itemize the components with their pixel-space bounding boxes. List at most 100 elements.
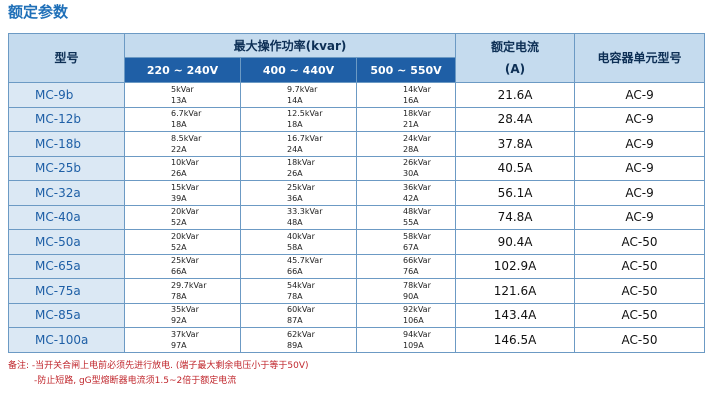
power-cell: 5kVar 13A [124, 82, 241, 108]
power-kvar: 40kVar [287, 231, 315, 241]
power-kvar: 54kVar [287, 280, 315, 290]
power-current: 26A [171, 169, 187, 179]
unit-model-cell: AC-9 [574, 131, 706, 157]
power-kvar: 78kVar [403, 280, 431, 290]
unit-model-cell: AC-9 [574, 204, 706, 230]
table-row: MC-18b 8.5kVar 22A 16.7kVar 24A 24kVar 28A 37.8… [8, 131, 706, 157]
power-cell: 48kVar 55A [355, 204, 457, 230]
power-current: 106A [403, 316, 424, 326]
power-cell: 62kVar 89A [240, 327, 357, 353]
model-cell: MC-85a [8, 302, 125, 328]
power-current: 67A [403, 242, 419, 252]
table-row: MC-40a 20kVar 52A 33.3kVar 48A 48kVar 55A 74.8A… [8, 204, 706, 230]
power-current: 109A [403, 340, 424, 350]
table-row: MC-85a 35kVar 92A 60kVar 87A 92kVar 106A 143.4A… [8, 302, 706, 328]
power-cell: 9.7kVar 14A [240, 82, 357, 108]
power-cell: 20kVar 52A [124, 229, 241, 255]
power-cell: 54kVar 78A [240, 278, 357, 304]
power-kvar: 5kVar [171, 84, 194, 94]
power-current: 16A [403, 95, 419, 105]
power-current: 90A [403, 291, 419, 301]
header-rated-current: 额定电流 (A) [455, 33, 576, 83]
model-name: MC-25b [35, 161, 81, 176]
header-max-power: 最大操作功率(kvar) [123, 33, 457, 58]
power-cell: 25kVar 36A [240, 180, 357, 206]
power-current: 18A [287, 120, 303, 130]
model-cell: MC-32a [8, 180, 125, 206]
power-kvar: 10kVar [171, 158, 199, 168]
power-kvar: 18kVar [403, 109, 431, 119]
power-cell: 35kVar 92A [124, 302, 241, 328]
power-current: 24A [287, 144, 303, 154]
power-kvar: 6.7kVar [171, 109, 202, 119]
rated-current-cell: 56.1A [455, 180, 576, 206]
power-cell: 60kVar 87A [240, 302, 357, 328]
power-cell: 20kVar 52A [124, 204, 241, 230]
power-cell: 26kVar 30A [355, 155, 457, 181]
power-cell: 40kVar 58A [240, 229, 357, 255]
table-row: MC-25b 10kVar 26A 18kVar 26A 26kVar 30A 40.5A AC… [8, 155, 706, 181]
power-kvar: 20kVar [171, 207, 199, 217]
power-kvar: 48kVar [403, 207, 431, 217]
unit-model-cell: AC-50 [574, 253, 706, 279]
rated-current-cell: 21.6A [455, 82, 576, 108]
power-cell: 45.7kVar 66A [240, 253, 357, 279]
header-model: 型号 [8, 33, 125, 83]
table-row: MC-75a 29.7kVar 78A 54kVar 78A 78kVar 90A 121.6… [8, 278, 706, 304]
power-kvar: 18kVar [287, 158, 315, 168]
model-name: MC-100a [35, 332, 89, 347]
unit-model-cell: AC-50 [574, 278, 706, 304]
power-current: 28A [403, 144, 419, 154]
power-cell: 12.5kVar 18A [240, 106, 357, 132]
header-unit-model: 电容器单元型号 [574, 33, 706, 83]
rated-current-cell: 121.6A [455, 278, 576, 304]
power-kvar: 92kVar [403, 305, 431, 315]
unit-model-cell: AC-50 [574, 327, 706, 353]
power-kvar: 37kVar [171, 329, 199, 339]
model-cell: MC-50a [8, 229, 125, 255]
model-cell: MC-40a [8, 204, 125, 230]
power-current: 22A [171, 144, 187, 154]
rated-current-cell: 40.5A [455, 155, 576, 181]
power-kvar: 9.7kVar [287, 84, 318, 94]
power-current: 13A [171, 95, 187, 105]
power-cell: 18kVar 21A [355, 106, 457, 132]
power-cell: 78kVar 90A [355, 278, 457, 304]
table-row: MC-50a 20kVar 52A 40kVar 58A 58kVar 67A 90.4A AC… [8, 229, 706, 255]
model-name: MC-40a [35, 210, 81, 225]
header-voltage-500-550: 500 ~ 550V [355, 57, 457, 83]
power-kvar: 8.5kVar [171, 133, 202, 143]
header-voltage-400-440: 400 ~ 440V [240, 57, 357, 83]
power-current: 66A [287, 267, 303, 277]
power-current: 42A [403, 193, 419, 203]
power-cell: 92kVar 106A [355, 302, 457, 328]
rated-current-cell: 37.8A [455, 131, 576, 157]
power-kvar: 29.7kVar [171, 280, 207, 290]
power-kvar: 33.3kVar [287, 207, 323, 217]
power-current: 78A [287, 291, 303, 301]
power-cell: 37kVar 97A [124, 327, 241, 353]
unit-model-cell: AC-9 [574, 82, 706, 108]
note-line-2: -防止短路, gG型熔断器电流须1.5~2倍于额定电流 [34, 376, 237, 386]
power-kvar: 45.7kVar [287, 256, 323, 266]
power-kvar: 24kVar [403, 133, 431, 143]
model-name: MC-18b [35, 136, 81, 151]
power-cell: 15kVar 39A [124, 180, 241, 206]
power-cell: 58kVar 67A [355, 229, 457, 255]
model-name: MC-85a [35, 308, 81, 323]
power-kvar: 26kVar [403, 158, 431, 168]
model-cell: MC-65a [8, 253, 125, 279]
rated-current-cell: 28.4A [455, 106, 576, 132]
power-kvar: 60kVar [287, 305, 315, 315]
model-name: MC-9b [35, 87, 74, 102]
rated-current-cell: 146.5A [455, 327, 576, 353]
model-cell: MC-12b [8, 106, 125, 132]
power-kvar: 35kVar [171, 305, 199, 315]
rated-parameters-table: 型号 最大操作功率(kvar) 额定电流 (A) 电容器单元型号 220 ~ 2… [8, 33, 706, 353]
power-kvar: 36kVar [403, 182, 431, 192]
unit-model-cell: AC-9 [574, 155, 706, 181]
model-cell: MC-100a [8, 327, 125, 353]
note-line-1: 备注: -当开关合闸上电前必须先进行放电. (端子最大剩余电压小于等于50V) [8, 361, 309, 371]
power-cell: 8.5kVar 22A [124, 131, 241, 157]
unit-model-cell: AC-50 [574, 229, 706, 255]
